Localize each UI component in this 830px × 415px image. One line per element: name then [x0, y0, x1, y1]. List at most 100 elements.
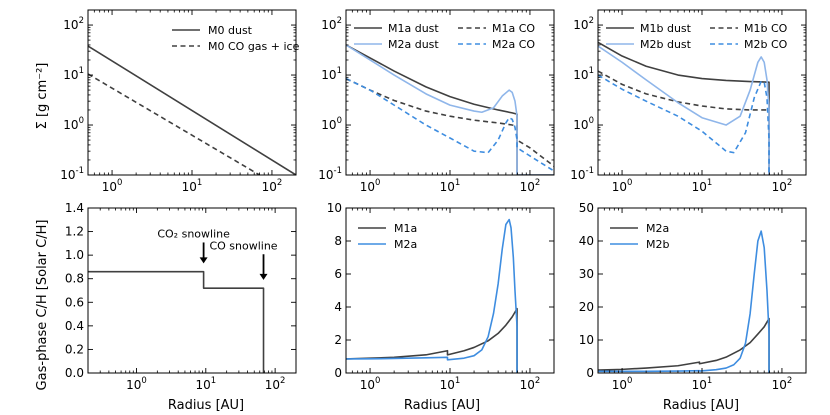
x-tick-exponent: 1 [455, 376, 460, 386]
legend-label: M2b [646, 238, 669, 251]
y-tick-label: 101 [321, 66, 342, 82]
y-axis-label-top: Σ [g cm⁻²] [35, 63, 50, 130]
y-tick-label: 102 [321, 16, 342, 32]
x-tick-label: 100 [126, 376, 147, 392]
x-tick-label: 101 [692, 376, 713, 392]
x-tick-label: 100 [612, 376, 633, 392]
y-tick-label: 0.0 [65, 366, 84, 380]
legend-label: M1a dust [388, 22, 439, 35]
x-tick-exponent: 0 [627, 376, 632, 386]
x-tick-label: 102 [265, 376, 286, 392]
x-axis-label-1: Radius [AU] [168, 398, 244, 413]
legend-label: M2a [646, 222, 669, 235]
y-tick-label: 100 [63, 116, 84, 132]
series-line-m1b-dust [598, 41, 770, 175]
x-tick-exponent: 2 [277, 178, 282, 188]
x-tick-label: 102 [520, 178, 541, 194]
x-tick-label: 101 [182, 178, 203, 194]
series-line-m2a [346, 218, 518, 373]
x-tick-exponent: 0 [375, 376, 380, 386]
y-tick-label: 100 [321, 116, 342, 132]
x-tick-exponent: 2 [787, 376, 792, 386]
y-tick-label: 30 [579, 267, 594, 281]
y-tick-label: 10-1 [60, 166, 84, 182]
legend-label: M1b CO [744, 22, 788, 35]
x-tick-exponent: 0 [627, 178, 632, 188]
y-tick-label: 0.2 [65, 342, 84, 356]
y-tick-exponent: 1 [79, 66, 84, 76]
y-tick-label: 1.4 [65, 201, 84, 215]
y-tick-label: 102 [63, 16, 84, 32]
y-tick-exponent: 1 [337, 66, 342, 76]
y-tick-exponent: 0 [589, 116, 594, 126]
series-line-m2a-co [346, 77, 554, 172]
series-line-c-h [88, 270, 265, 373]
y-tick-label: 50 [579, 201, 594, 215]
x-tick-label: 101 [440, 376, 461, 392]
legend-label: M1b dust [640, 22, 692, 35]
series-line-m0-co-gas-ice [88, 73, 260, 175]
x-tick-exponent: 2 [535, 376, 540, 386]
x-tick-exponent: 2 [787, 178, 792, 188]
x-tick-exponent: 2 [280, 376, 285, 386]
y-tick-label: 102 [573, 16, 594, 32]
axes-frame [345, 207, 555, 374]
x-tick-exponent: 0 [141, 376, 146, 386]
y-tick-label: 101 [63, 66, 84, 82]
x-tick-exponent: 2 [535, 178, 540, 188]
x-tick-exponent: 1 [211, 376, 216, 386]
snowline-arrow-head [199, 257, 208, 264]
y-tick-label: 10-1 [570, 166, 594, 182]
series-line-m2a-dust [346, 44, 554, 175]
x-tick-exponent: 1 [707, 376, 712, 386]
series-line-m0-dust [88, 45, 296, 175]
y-tick-label: 1.0 [65, 248, 84, 262]
series-line-m2b [598, 230, 770, 373]
legend-label: M2a [394, 238, 417, 251]
y-tick-label: 10 [579, 333, 594, 347]
y-tick-label: 2 [334, 333, 342, 347]
x-tick-label: 101 [440, 178, 461, 194]
y-tick-exponent: 0 [79, 116, 84, 126]
y-tick-label: 0.4 [65, 319, 84, 333]
x-tick-exponent: 0 [375, 178, 380, 188]
y-tick-exponent: 2 [589, 16, 594, 26]
y-tick-exponent: -1 [586, 166, 594, 176]
y-tick-label: 0 [334, 366, 342, 380]
y-tick-label: 101 [573, 66, 594, 82]
legend-label: M0 CO gas + ice [208, 40, 300, 53]
y-tick-label: 10-1 [318, 166, 342, 182]
y-tick-exponent: 1 [589, 66, 594, 76]
legend-label: M2a dust [388, 38, 439, 51]
legend-label: M1a [394, 222, 417, 235]
x-tick-label: 100 [360, 178, 381, 194]
x-axis-label-3: Radius [AU] [663, 398, 739, 413]
series-line-m2b-dust [598, 45, 770, 175]
axes-frame [87, 207, 297, 374]
legend-label: M2a CO [492, 38, 535, 51]
x-tick-label: 101 [692, 178, 713, 194]
x-tick-label: 102 [772, 376, 793, 392]
legend-label: M0 dust [208, 24, 253, 37]
snowline-label: CO₂ snowline [157, 227, 230, 240]
y-tick-label: 100 [573, 116, 594, 132]
series-line-m1a [346, 307, 518, 373]
series-line-m2a [598, 317, 770, 373]
y-tick-exponent: 2 [337, 16, 342, 26]
series-line-m1a-co [346, 77, 554, 167]
y-axis-label-bottom: Gas-phase C/H [Solar C/H] [35, 220, 50, 391]
y-tick-label: 0.6 [65, 295, 84, 309]
y-tick-label: 40 [579, 234, 594, 248]
y-tick-label: 0 [586, 366, 594, 380]
series-line-m1b-co [598, 70, 770, 111]
y-tick-label: 6 [334, 267, 342, 281]
y-tick-label: 8 [334, 234, 342, 248]
y-tick-label: 4 [334, 300, 342, 314]
y-tick-label: 1.2 [65, 225, 84, 239]
